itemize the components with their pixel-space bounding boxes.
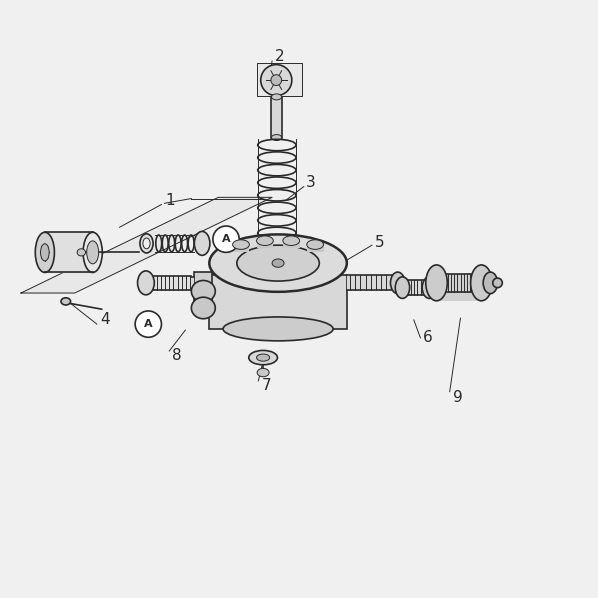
Text: 9: 9: [453, 390, 462, 405]
Ellipse shape: [257, 368, 269, 377]
Ellipse shape: [87, 241, 99, 264]
Bar: [271, 97, 282, 138]
Bar: [402, 280, 429, 295]
Bar: [437, 274, 481, 301]
Bar: [283, 240, 300, 248]
Ellipse shape: [249, 350, 277, 365]
Text: 6: 6: [423, 330, 432, 346]
Ellipse shape: [271, 135, 282, 141]
Circle shape: [271, 75, 282, 86]
Ellipse shape: [61, 298, 71, 305]
Ellipse shape: [41, 244, 49, 261]
Polygon shape: [21, 197, 272, 293]
Ellipse shape: [194, 231, 210, 255]
Ellipse shape: [395, 277, 410, 298]
Polygon shape: [45, 232, 93, 273]
Ellipse shape: [257, 354, 270, 361]
Bar: [481, 274, 490, 292]
Ellipse shape: [138, 271, 154, 295]
Ellipse shape: [271, 94, 282, 100]
Bar: [161, 277, 194, 289]
Text: 2: 2: [274, 49, 284, 65]
Ellipse shape: [143, 238, 150, 249]
Ellipse shape: [223, 317, 333, 341]
Ellipse shape: [140, 234, 153, 253]
Text: 5: 5: [375, 234, 385, 250]
Bar: [233, 245, 249, 252]
Circle shape: [493, 278, 502, 288]
Ellipse shape: [307, 240, 324, 249]
Ellipse shape: [422, 277, 437, 298]
Bar: [347, 275, 398, 290]
Circle shape: [261, 65, 292, 96]
Ellipse shape: [390, 272, 405, 294]
Ellipse shape: [233, 240, 249, 249]
Ellipse shape: [191, 297, 215, 319]
Text: 4: 4: [100, 312, 109, 328]
Ellipse shape: [426, 265, 447, 301]
Text: 7: 7: [261, 378, 271, 393]
Bar: [194, 272, 212, 311]
Ellipse shape: [483, 272, 498, 294]
Text: A: A: [222, 234, 230, 244]
Ellipse shape: [283, 236, 300, 245]
Ellipse shape: [257, 236, 273, 245]
Bar: [307, 245, 324, 252]
Ellipse shape: [471, 265, 492, 301]
Ellipse shape: [272, 259, 284, 267]
Text: 1: 1: [166, 193, 175, 208]
Bar: [257, 63, 302, 96]
Bar: [147, 276, 191, 290]
Circle shape: [213, 226, 239, 252]
Ellipse shape: [209, 234, 347, 292]
Text: A: A: [144, 319, 152, 329]
Ellipse shape: [191, 280, 215, 302]
Ellipse shape: [77, 249, 86, 256]
Circle shape: [135, 311, 161, 337]
Ellipse shape: [237, 245, 319, 281]
Bar: [257, 240, 273, 248]
Text: 3: 3: [306, 175, 316, 190]
Bar: [209, 275, 347, 329]
Ellipse shape: [35, 232, 54, 273]
Ellipse shape: [83, 232, 102, 273]
Text: 8: 8: [172, 348, 181, 364]
